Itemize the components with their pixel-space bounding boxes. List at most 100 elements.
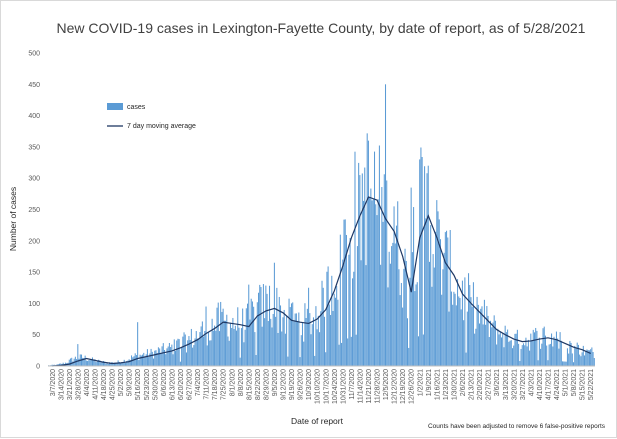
x-tick-label: 4/24/2021 [554,369,561,400]
bar-cases [486,306,488,366]
bar-cases [382,221,384,366]
bar-cases [415,284,417,366]
x-tick-label: 9/5/2020 [272,369,279,396]
bar-cases [102,360,104,366]
bar-cases [124,362,126,366]
bar-cases [72,361,74,366]
y-tick-label: 100 [28,301,40,308]
bar-cases [353,271,355,366]
bar-cases [582,345,584,366]
bar-cases [238,327,240,366]
bar-cases [253,306,255,366]
bar-cases [442,269,444,366]
bar-cases [106,362,108,366]
x-tick-label: 8/15/2020 [246,369,253,400]
bar-cases [350,336,352,366]
bar-cases [389,263,391,366]
bar-cases [587,350,589,366]
bar-cases [234,325,236,366]
bar-cases [369,197,371,366]
bar-cases [503,347,505,366]
bar-cases [463,320,465,366]
bar-cases [398,269,400,366]
bar-cases [312,317,314,366]
bar-cases [355,334,357,366]
bar-cases [387,287,389,366]
x-tick-label: 7/18/2020 [212,369,219,400]
bar-cases [194,338,196,366]
bar-cases [332,310,334,366]
bar-cases [85,360,87,366]
x-tick-label: 4/4/2020 [84,369,91,396]
bar-cases [137,322,139,366]
bar-cases [366,133,368,366]
bar-cases [325,352,327,366]
bar-cases [414,291,416,366]
bar-cases [322,287,324,366]
bar-cases [447,237,449,366]
x-tick-label: 3/20/2021 [511,369,518,400]
bar-cases [487,315,489,366]
bar-cases [203,336,205,366]
bar-cases [299,357,301,366]
footnote: Counts have been adjusted to remove 6 fa… [428,423,606,430]
bar-cases [228,340,230,366]
bar-cases [433,267,435,366]
x-tick-label: 9/26/2020 [298,369,305,400]
bar-cases [82,357,84,366]
bar-cases [573,362,575,366]
bar-cases [403,268,405,366]
bar-cases [437,211,439,366]
bar-cases [327,266,329,366]
bar-cases [209,340,211,366]
bar-cases [129,360,131,366]
bar-cases [542,328,544,366]
bar-cases [165,354,167,366]
bar-cases [341,342,343,366]
bar-cases [470,297,472,366]
bar-cases [472,282,474,366]
bar-cases [151,351,153,366]
bar-cases [177,338,179,366]
bar-cases [142,354,144,366]
bar-cases [551,333,553,366]
bar-cases [453,291,455,366]
bar-cases [239,357,241,366]
bar-cases [172,354,174,366]
bar-cases [255,355,257,366]
bar-cases [78,358,80,366]
bar-cases [184,334,186,366]
bar-cases [314,355,316,366]
bar-cases [532,329,534,366]
bar-cases [498,334,500,366]
bar-cases [413,207,415,366]
bar-cases [404,248,406,366]
bar-cases [459,298,461,366]
bar-cases [218,331,220,366]
bar-cases [483,299,485,366]
bar-cases [386,180,388,366]
x-tick-label: 3/21/2020 [67,369,74,400]
bar-cases [190,328,192,366]
bar-cases [273,262,275,366]
x-tick-label: 2/20/2021 [477,369,484,400]
bar-cases [261,326,263,366]
y-tick-label: 500 [28,51,40,58]
bar-cases [311,324,313,366]
y-tick-label: 50 [32,332,40,339]
bar-cases [342,259,344,366]
y-tick-label: 350 [28,144,40,151]
bar-cases [372,199,374,366]
bar-cases [330,315,332,366]
bar-cases [225,320,227,366]
bar-cases [402,307,404,366]
bar-cases [540,348,542,366]
bar-cases [287,356,289,366]
bar-cases [464,277,466,366]
bar-cases [552,346,554,366]
bar-cases [304,303,306,366]
bar-cases [211,318,213,366]
x-tick-label: 10/3/2020 [306,369,313,400]
bar-cases [143,352,145,366]
